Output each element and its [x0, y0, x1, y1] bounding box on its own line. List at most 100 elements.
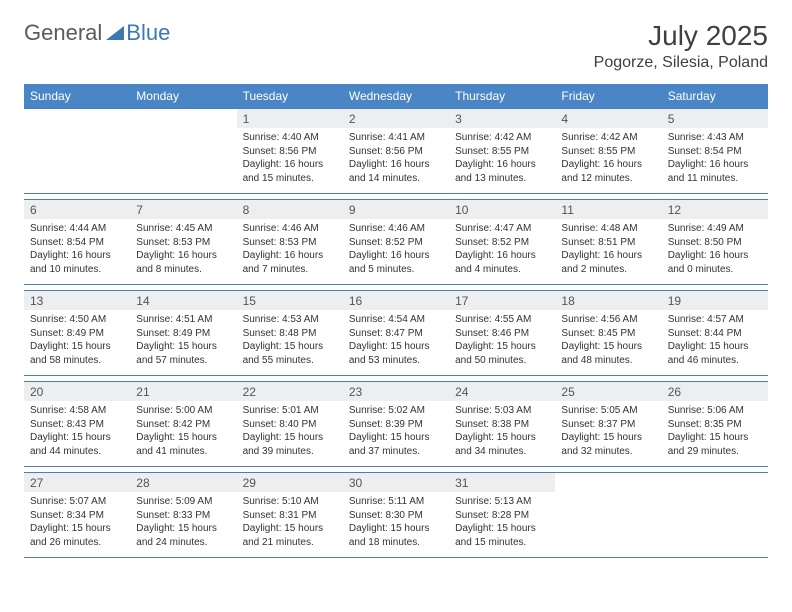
day-number: 16 [343, 291, 449, 310]
day-content-empty [662, 492, 768, 550]
day-content: Sunrise: 5:07 AMSunset: 8:34 PMDaylight:… [24, 492, 130, 557]
calendar-body: 1Sunrise: 4:40 AMSunset: 8:56 PMDaylight… [24, 109, 768, 558]
page-header: General Blue July 2025 Pogorze, Silesia,… [24, 20, 768, 72]
day-number: 13 [24, 291, 130, 310]
day-number-empty [662, 473, 768, 492]
day-number-empty [130, 109, 236, 128]
day-content: Sunrise: 4:53 AMSunset: 8:48 PMDaylight:… [237, 310, 343, 375]
day-content: Sunrise: 4:54 AMSunset: 8:47 PMDaylight:… [343, 310, 449, 375]
day-number: 4 [555, 109, 661, 128]
title-block: July 2025 Pogorze, Silesia, Poland [594, 20, 768, 72]
calendar-day-cell: 31Sunrise: 5:13 AMSunset: 8:28 PMDayligh… [449, 473, 555, 558]
day-number: 26 [662, 382, 768, 401]
weekday-header: Friday [555, 84, 661, 109]
calendar-day-cell: 30Sunrise: 5:11 AMSunset: 8:30 PMDayligh… [343, 473, 449, 558]
day-content: Sunrise: 5:06 AMSunset: 8:35 PMDaylight:… [662, 401, 768, 466]
calendar-day-cell: 4Sunrise: 4:42 AMSunset: 8:55 PMDaylight… [555, 109, 661, 194]
calendar-week-row: 27Sunrise: 5:07 AMSunset: 8:34 PMDayligh… [24, 473, 768, 558]
day-number: 11 [555, 200, 661, 219]
calendar-day-cell: 8Sunrise: 4:46 AMSunset: 8:53 PMDaylight… [237, 200, 343, 285]
calendar-day-cell [130, 109, 236, 194]
day-content: Sunrise: 5:02 AMSunset: 8:39 PMDaylight:… [343, 401, 449, 466]
calendar-day-cell: 7Sunrise: 4:45 AMSunset: 8:53 PMDaylight… [130, 200, 236, 285]
weekday-header: Thursday [449, 84, 555, 109]
day-content: Sunrise: 4:45 AMSunset: 8:53 PMDaylight:… [130, 219, 236, 284]
day-number: 14 [130, 291, 236, 310]
calendar-day-cell: 23Sunrise: 5:02 AMSunset: 8:39 PMDayligh… [343, 382, 449, 467]
day-number: 27 [24, 473, 130, 492]
day-number: 5 [662, 109, 768, 128]
calendar-day-cell: 15Sunrise: 4:53 AMSunset: 8:48 PMDayligh… [237, 291, 343, 376]
weekday-header: Saturday [662, 84, 768, 109]
calendar-day-cell: 29Sunrise: 5:10 AMSunset: 8:31 PMDayligh… [237, 473, 343, 558]
day-number: 10 [449, 200, 555, 219]
calendar-day-cell: 28Sunrise: 5:09 AMSunset: 8:33 PMDayligh… [130, 473, 236, 558]
day-number: 30 [343, 473, 449, 492]
calendar-day-cell: 9Sunrise: 4:46 AMSunset: 8:52 PMDaylight… [343, 200, 449, 285]
calendar-day-cell: 3Sunrise: 4:42 AMSunset: 8:55 PMDaylight… [449, 109, 555, 194]
calendar-day-cell: 21Sunrise: 5:00 AMSunset: 8:42 PMDayligh… [130, 382, 236, 467]
calendar-day-cell: 6Sunrise: 4:44 AMSunset: 8:54 PMDaylight… [24, 200, 130, 285]
calendar-day-cell: 14Sunrise: 4:51 AMSunset: 8:49 PMDayligh… [130, 291, 236, 376]
calendar-day-cell [555, 473, 661, 558]
day-content: Sunrise: 5:03 AMSunset: 8:38 PMDaylight:… [449, 401, 555, 466]
weekday-header: Sunday [24, 84, 130, 109]
day-number: 6 [24, 200, 130, 219]
day-number: 31 [449, 473, 555, 492]
calendar-day-cell: 13Sunrise: 4:50 AMSunset: 8:49 PMDayligh… [24, 291, 130, 376]
calendar-day-cell: 17Sunrise: 4:55 AMSunset: 8:46 PMDayligh… [449, 291, 555, 376]
day-number: 3 [449, 109, 555, 128]
calendar-day-cell: 26Sunrise: 5:06 AMSunset: 8:35 PMDayligh… [662, 382, 768, 467]
calendar-day-cell [24, 109, 130, 194]
weekday-header: Wednesday [343, 84, 449, 109]
calendar-week-row: 20Sunrise: 4:58 AMSunset: 8:43 PMDayligh… [24, 382, 768, 467]
day-number: 15 [237, 291, 343, 310]
day-content: Sunrise: 4:44 AMSunset: 8:54 PMDaylight:… [24, 219, 130, 284]
logo-text-blue: Blue [126, 20, 170, 46]
calendar-day-cell: 19Sunrise: 4:57 AMSunset: 8:44 PMDayligh… [662, 291, 768, 376]
day-number: 12 [662, 200, 768, 219]
calendar-day-cell: 10Sunrise: 4:47 AMSunset: 8:52 PMDayligh… [449, 200, 555, 285]
day-content: Sunrise: 4:41 AMSunset: 8:56 PMDaylight:… [343, 128, 449, 193]
calendar-header-row: SundayMondayTuesdayWednesdayThursdayFrid… [24, 84, 768, 109]
day-number: 20 [24, 382, 130, 401]
day-content: Sunrise: 4:42 AMSunset: 8:55 PMDaylight:… [449, 128, 555, 193]
day-content: Sunrise: 4:43 AMSunset: 8:54 PMDaylight:… [662, 128, 768, 193]
calendar-week-row: 6Sunrise: 4:44 AMSunset: 8:54 PMDaylight… [24, 200, 768, 285]
calendar-day-cell: 20Sunrise: 4:58 AMSunset: 8:43 PMDayligh… [24, 382, 130, 467]
calendar-week-row: 13Sunrise: 4:50 AMSunset: 8:49 PMDayligh… [24, 291, 768, 376]
day-number: 18 [555, 291, 661, 310]
day-content-empty [130, 128, 236, 186]
day-number: 23 [343, 382, 449, 401]
day-content: Sunrise: 4:48 AMSunset: 8:51 PMDaylight:… [555, 219, 661, 284]
calendar-day-cell: 25Sunrise: 5:05 AMSunset: 8:37 PMDayligh… [555, 382, 661, 467]
calendar-day-cell: 16Sunrise: 4:54 AMSunset: 8:47 PMDayligh… [343, 291, 449, 376]
day-number: 25 [555, 382, 661, 401]
day-content: Sunrise: 4:50 AMSunset: 8:49 PMDaylight:… [24, 310, 130, 375]
day-content: Sunrise: 4:58 AMSunset: 8:43 PMDaylight:… [24, 401, 130, 466]
day-content: Sunrise: 5:05 AMSunset: 8:37 PMDaylight:… [555, 401, 661, 466]
calendar-table: SundayMondayTuesdayWednesdayThursdayFrid… [24, 84, 768, 558]
day-content: Sunrise: 4:40 AMSunset: 8:56 PMDaylight:… [237, 128, 343, 193]
day-number: 9 [343, 200, 449, 219]
day-content: Sunrise: 4:46 AMSunset: 8:53 PMDaylight:… [237, 219, 343, 284]
day-number: 17 [449, 291, 555, 310]
calendar-day-cell: 11Sunrise: 4:48 AMSunset: 8:51 PMDayligh… [555, 200, 661, 285]
day-number: 8 [237, 200, 343, 219]
day-number: 7 [130, 200, 236, 219]
calendar-day-cell: 24Sunrise: 5:03 AMSunset: 8:38 PMDayligh… [449, 382, 555, 467]
logo-triangle-icon [106, 26, 124, 40]
day-content-empty [555, 492, 661, 550]
day-content: Sunrise: 4:55 AMSunset: 8:46 PMDaylight:… [449, 310, 555, 375]
day-number-empty [555, 473, 661, 492]
day-number-empty [24, 109, 130, 128]
location-label: Pogorze, Silesia, Poland [594, 54, 768, 72]
calendar-day-cell: 18Sunrise: 4:56 AMSunset: 8:45 PMDayligh… [555, 291, 661, 376]
day-content: Sunrise: 4:42 AMSunset: 8:55 PMDaylight:… [555, 128, 661, 193]
day-number: 2 [343, 109, 449, 128]
day-content: Sunrise: 4:47 AMSunset: 8:52 PMDaylight:… [449, 219, 555, 284]
day-content: Sunrise: 5:09 AMSunset: 8:33 PMDaylight:… [130, 492, 236, 557]
day-number: 22 [237, 382, 343, 401]
day-content: Sunrise: 5:13 AMSunset: 8:28 PMDaylight:… [449, 492, 555, 557]
day-number: 21 [130, 382, 236, 401]
